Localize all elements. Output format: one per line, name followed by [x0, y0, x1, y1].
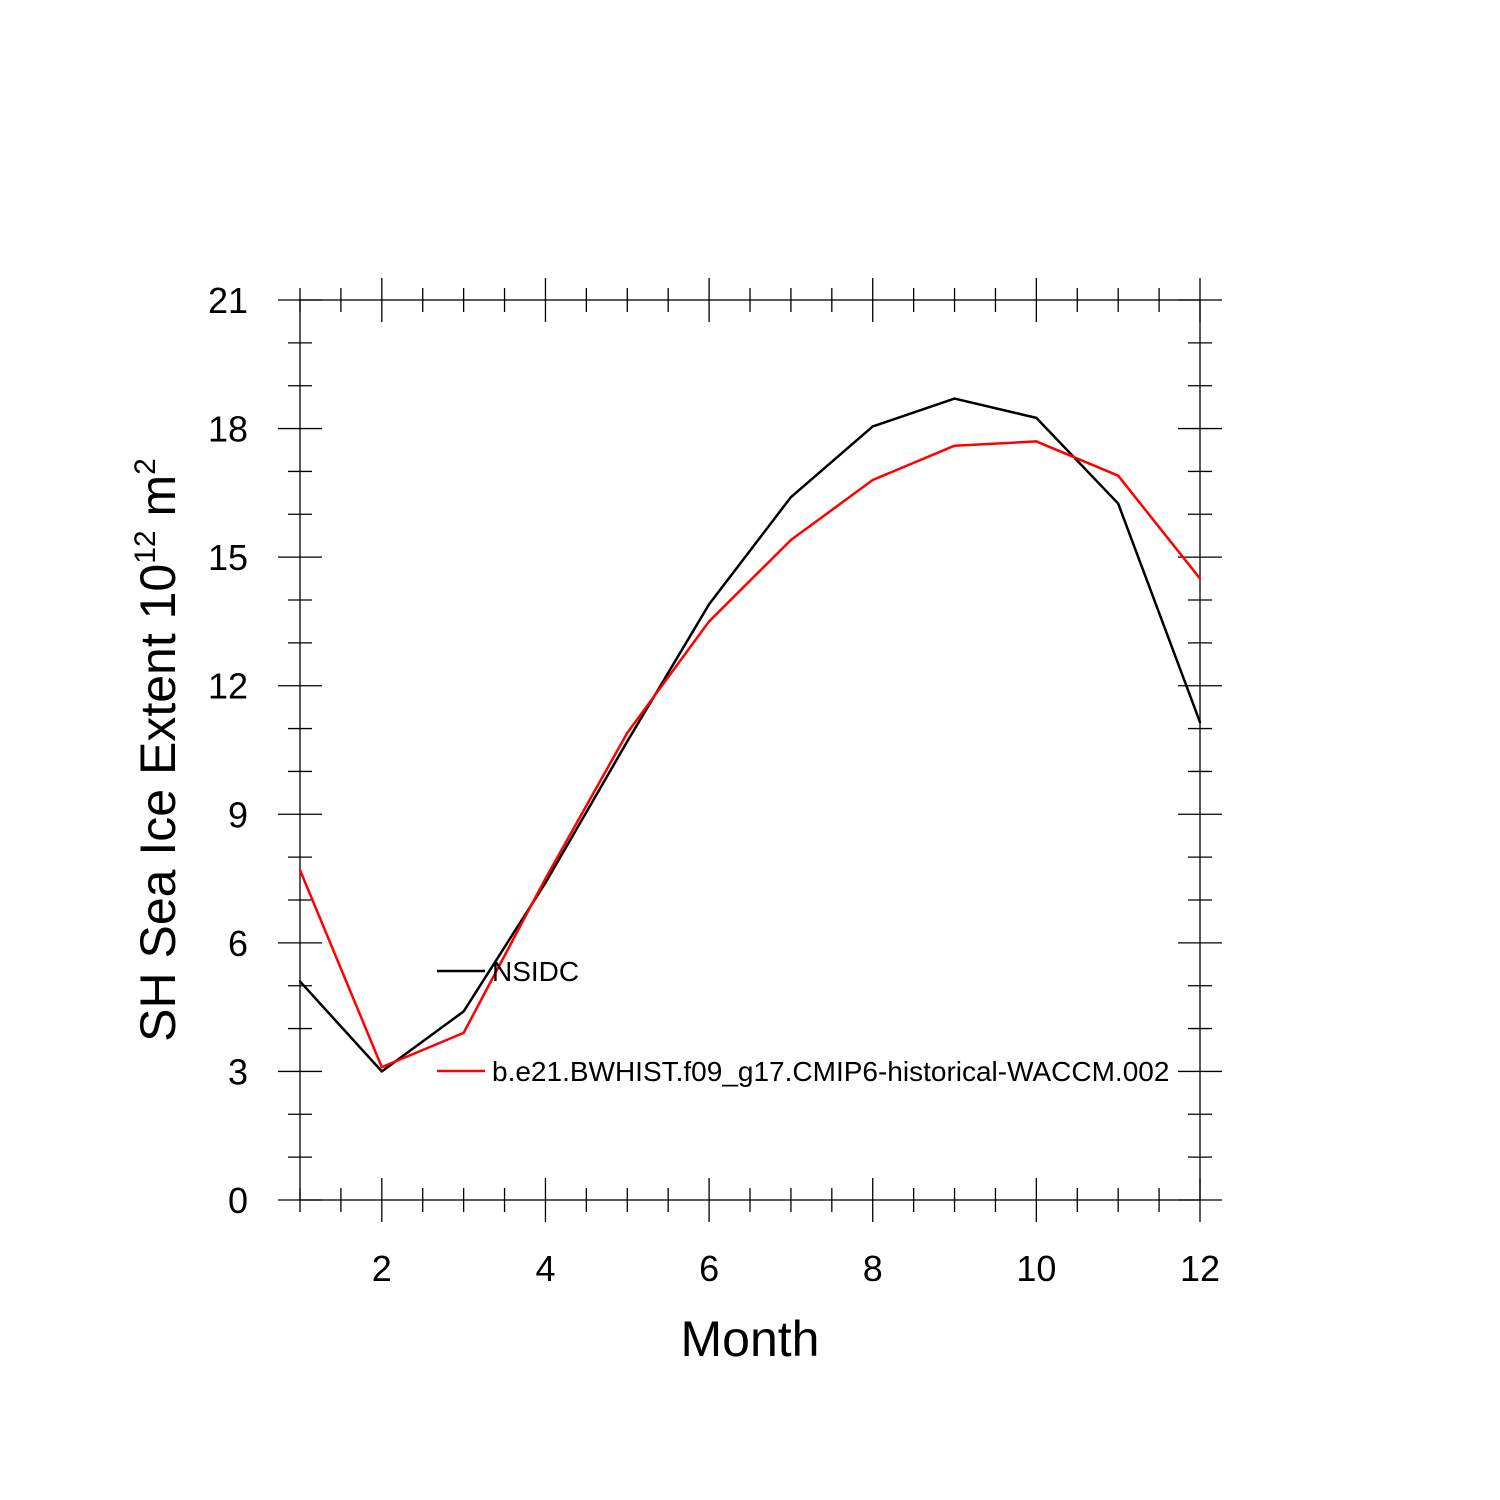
series-0-point-8: [871, 425, 874, 428]
x-tick-label-2: 2: [372, 1248, 392, 1289]
series-0-point-12: [1198, 720, 1202, 724]
series-1-point-1: [298, 868, 302, 872]
y-tick-label-9: 9: [228, 794, 248, 835]
y-tick-label-18: 18: [208, 409, 248, 450]
y-axis-title-exponent: 12: [129, 530, 162, 563]
x-tick-label-8: 8: [863, 1248, 883, 1289]
series-0-point-5: [626, 740, 629, 743]
series-1-point-6: [707, 620, 711, 623]
series-0-point-10: [1035, 416, 1038, 420]
series-0-point-1: [298, 980, 302, 983]
series-line-1: [298, 440, 1201, 1069]
series-1-point-11: [1116, 474, 1120, 477]
y-axis-title-main: SH Sea Ice Extent 10: [130, 564, 186, 1042]
series-1-point-10: [1035, 440, 1038, 443]
y-tick-label-0: 0: [228, 1180, 248, 1221]
series-0-point-7: [789, 495, 793, 499]
series-0-point-11: [1116, 502, 1120, 505]
series-line-0: [299, 397, 1202, 1073]
y-axis-title: SH Sea Ice Extent 1012 m2: [129, 458, 186, 1042]
series-layer: [298, 397, 1202, 1073]
y-tick-label-3: 3: [228, 1051, 248, 1092]
legend-label-0: NSIDC: [492, 956, 579, 987]
legend: NSIDC b.e21.BWHIST.f09_g17.CMIP6-historic…: [437, 956, 1169, 1087]
legend-label-1: b.e21.BWHIST.f09_g17.CMIP6-historical-WA…: [492, 1056, 1169, 1087]
axis-ticks: [278, 278, 1222, 1222]
x-tick-label-6: 6: [699, 1248, 719, 1289]
series-1-point-8: [871, 478, 874, 482]
x-axis-title: Month: [681, 1311, 820, 1367]
series-1-point-3: [462, 1031, 465, 1035]
series-0-point-6: [707, 603, 711, 606]
series-1-point-9: [953, 444, 956, 447]
y-tick-label-6: 6: [228, 923, 248, 964]
x-tick-label-10: 10: [1016, 1248, 1056, 1289]
series-0-point-3: [462, 1010, 465, 1013]
series-1-point-5: [626, 731, 629, 735]
series-0-point-2: [380, 1070, 384, 1073]
y-axis-title-unit: m: [130, 475, 186, 531]
y-axis-title-unit-exponent: 2: [129, 458, 162, 475]
series-1-point-4: [544, 877, 547, 880]
y-tick-label-12: 12: [208, 666, 248, 707]
x-tick-label-12: 12: [1180, 1248, 1220, 1289]
series-1-point-7: [789, 538, 793, 542]
series-0-point-9: [953, 397, 956, 400]
series-1-point-2: [380, 1065, 384, 1069]
y-tick-label-15: 15: [208, 537, 248, 578]
y-tick-label-21: 21: [208, 280, 248, 321]
series-1-point-12: [1198, 577, 1202, 580]
x-tick-label-4: 4: [535, 1248, 555, 1289]
